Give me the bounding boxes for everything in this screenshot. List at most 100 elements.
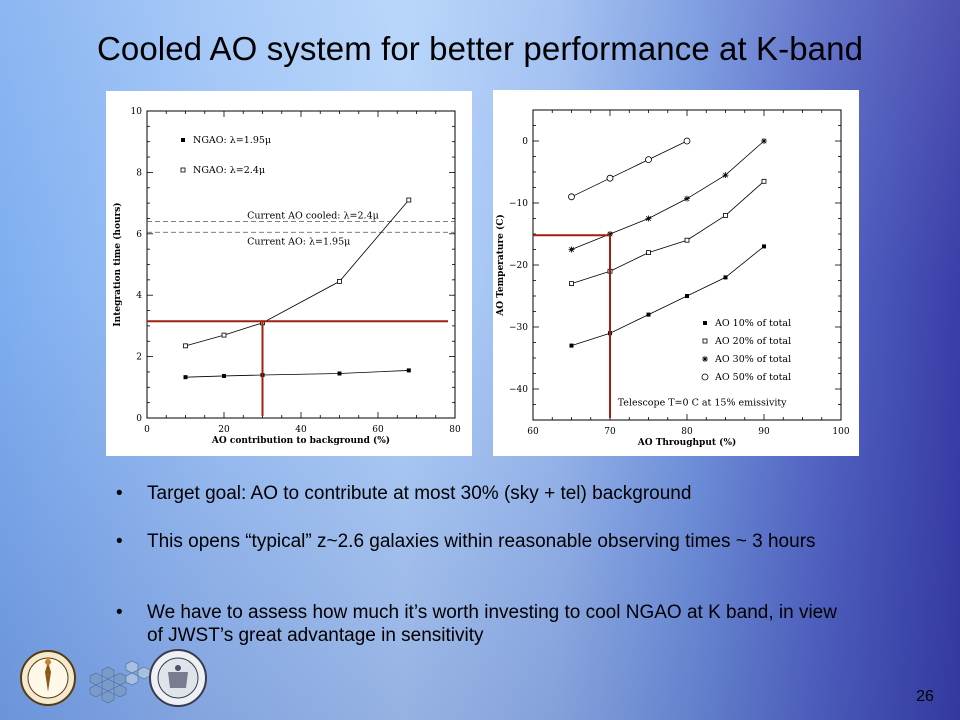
data-point (183, 375, 188, 380)
data-point (222, 373, 226, 378)
integration-time-chart: 0 20 40 60 80 0 2 4 6 8 10 AO contribution to backg… (112, 107, 461, 446)
data-point (569, 343, 574, 348)
data-point (702, 356, 708, 362)
data-point (645, 215, 652, 222)
x-tick-label: 40 (295, 425, 307, 435)
data-point (180, 167, 186, 173)
x-tick-label: 100 (832, 427, 849, 437)
data-point (761, 138, 767, 144)
reference-line-label: Current AO cooled: λ=2.4μ (247, 211, 379, 222)
data-point (762, 244, 766, 249)
data-point (606, 174, 614, 182)
y-tick-label: 0 (136, 414, 142, 424)
x-tick-label: 60 (372, 425, 384, 435)
institution-logos (18, 648, 218, 715)
data-point (337, 371, 342, 376)
y-axis-label: Integration time (hours) (112, 202, 123, 326)
data-point (723, 275, 728, 280)
y-tick-label: 2 (136, 353, 142, 363)
data-point (221, 332, 227, 338)
y-tick-label: 6 (136, 230, 142, 240)
series-line (185, 370, 409, 378)
legend-label: AO 50% of total (714, 372, 791, 383)
y-tick-label: −40 (509, 385, 528, 395)
legend-entry: NGAO: λ=1.95μ (181, 135, 271, 146)
slide-number: 26 (916, 688, 934, 705)
data-point (685, 294, 689, 298)
legend-entry: AO 30% of total (702, 354, 791, 365)
series-line (571, 140, 688, 198)
x-axis-label: AO Throughput (%) (637, 437, 737, 448)
bullet-text: Target goal: AO to contribute at most 30… (147, 483, 692, 504)
data-point (761, 178, 767, 184)
legend-label: AO 10% of total (714, 318, 791, 329)
series-3 (568, 138, 767, 253)
data-point (568, 193, 575, 201)
data-point (406, 197, 412, 203)
y-tick-label: −10 (509, 199, 528, 209)
series-line (571, 140, 765, 250)
x-tick-label: 60 (527, 427, 539, 437)
y-tick-label: −20 (509, 261, 528, 271)
series-4 (568, 137, 691, 201)
integration-time-chart-panel: 0 20 40 60 80 0 2 4 6 8 10 AO contribution to backg… (106, 91, 472, 456)
legend-entry: AO 50% of total (701, 372, 791, 383)
uc-seal-icon (149, 649, 207, 707)
keck-mirror-icon (89, 660, 151, 704)
series-2 (569, 178, 767, 287)
ao-temperature-chart-panel: 60 70 80 90 100 0 −10 −20 −30 −40 AO Throughput (%… (493, 90, 859, 456)
bullet-marker: • (116, 531, 123, 552)
data-point (406, 368, 411, 373)
data-point (683, 137, 691, 145)
x-tick-label: 0 (144, 425, 150, 435)
data-point (702, 338, 708, 344)
series-line (571, 246, 765, 346)
data-point (607, 231, 613, 237)
legend-label: NGAO: λ=1.95μ (193, 135, 271, 146)
data-point (568, 246, 575, 253)
bullet-text: This opens “typical” z~2.6 galaxies with… (147, 531, 816, 552)
x-axis-label: AO contribution to background (%) (211, 435, 390, 446)
data-point (181, 138, 185, 142)
legend-entry: NGAO: λ=2.4μ (180, 165, 265, 176)
plot-frame (532, 109, 842, 421)
data-point (703, 321, 707, 325)
slide-title: Cooled AO system for better performance … (96, 30, 864, 67)
legend-label: AO 30% of total (714, 354, 791, 365)
series-1 (183, 368, 411, 380)
y-tick-label: 0 (522, 137, 528, 147)
x-tick-label: 80 (449, 425, 461, 435)
series-1 (569, 244, 766, 348)
data-point (722, 172, 729, 179)
bullet-text: We have to assess how much it’s worth in… (147, 602, 837, 646)
bullet-marker: • (116, 483, 123, 504)
data-point (645, 156, 652, 163)
data-point (569, 281, 574, 287)
data-point (684, 195, 690, 202)
series-line (571, 181, 765, 284)
x-tick-label: 90 (758, 427, 770, 437)
y-axis-label: AO Temperature (C) (495, 214, 506, 316)
caltech-seal-icon (20, 650, 76, 706)
legend-entry: AO 10% of total (703, 318, 791, 329)
x-tick-label: 20 (218, 425, 230, 435)
reference-line-label: Current AO: λ=1.95μ (247, 236, 350, 247)
bullet-marker: • (116, 602, 123, 623)
data-point (701, 373, 709, 381)
y-tick-label: 4 (136, 291, 142, 301)
y-tick-label: −30 (509, 323, 528, 333)
ao-temperature-chart: 60 70 80 90 100 0 −10 −20 −30 −40 AO Throughput (%… (495, 109, 850, 448)
legend-entry: AO 20% of total (702, 336, 791, 347)
data-point (684, 237, 690, 243)
data-point (646, 312, 651, 317)
x-tick-label: 70 (604, 427, 616, 437)
y-tick-label: 8 (136, 168, 142, 178)
y-tick-label: 10 (131, 107, 143, 117)
legend-label: AO 20% of total (714, 336, 791, 347)
chart-annotation: Telescope T=0 C at 15% emissivity (618, 398, 787, 409)
data-point (646, 250, 651, 256)
data-point (723, 213, 728, 218)
x-tick-label: 80 (681, 427, 693, 437)
data-point (183, 343, 188, 349)
legend-label: NGAO: λ=2.4μ (193, 165, 265, 176)
